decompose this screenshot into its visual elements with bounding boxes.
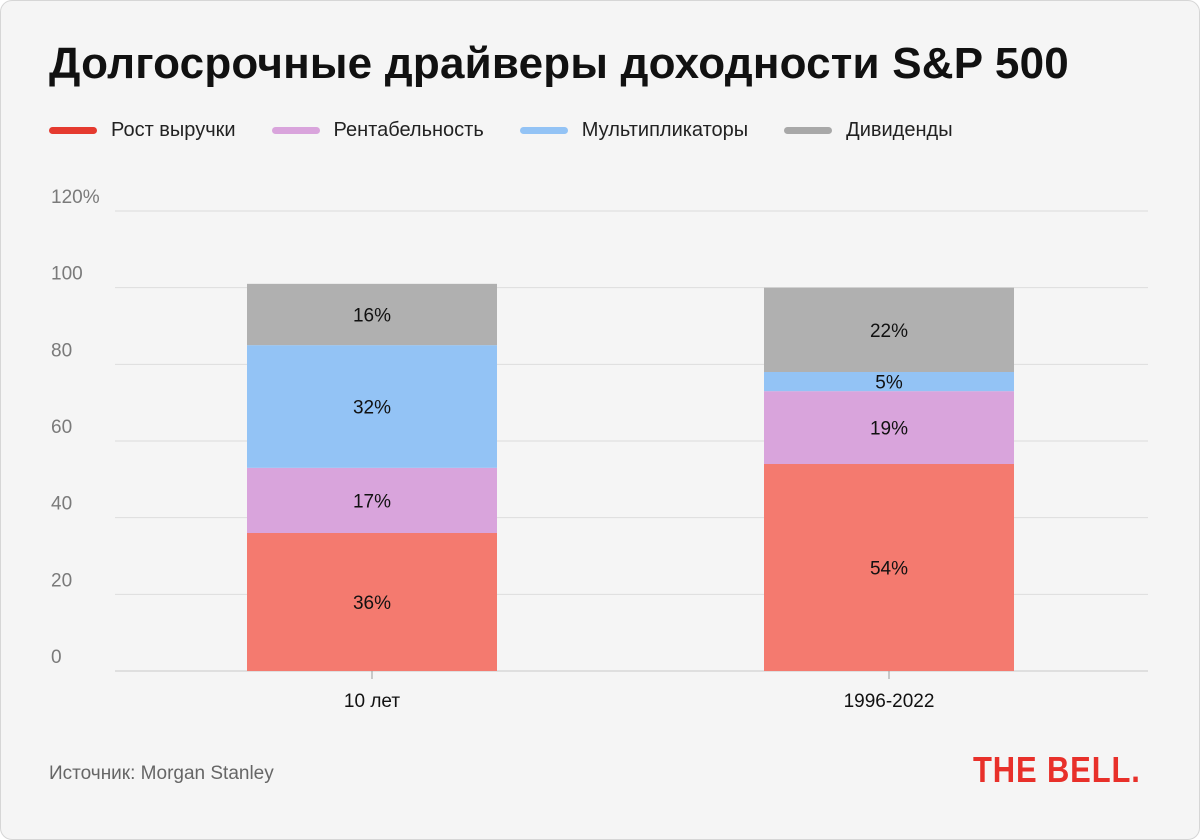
legend-item-dividends: Дивиденды [784,118,953,142]
legend-label-multiples: Мультипликаторы [581,118,749,141]
legend-swatch-multiples [519,126,568,134]
y-tick-label: 20 [51,570,72,591]
y-tick-label: 120% [51,187,100,208]
data-label: 36% [353,593,391,614]
data-label: 54% [870,559,908,580]
y-tick-label: 40 [51,494,72,515]
y-tick-label: 80 [51,340,72,361]
source-note: Источник: Morgan Stanley [49,763,274,784]
bar-segment [247,533,497,671]
legend-swatch-margin [271,126,320,134]
y-tick-label: 100 [51,264,83,285]
data-label: 5% [875,373,903,394]
bar-segment [764,391,1014,464]
y-tick-label: 0 [51,647,62,668]
legend-item-revenue: Рост выручки [49,119,236,142]
x-tick-label: 10 лет [344,691,400,712]
bar-segment [247,345,497,468]
bar-segment [247,467,497,533]
legend-label-dividends: Дивиденды [846,118,953,141]
legend-swatch-dividends [784,126,833,134]
the-bell-logo: THE BELL. [973,749,1141,790]
data-label: 16% [353,306,391,327]
y-tick-label: 60 [51,417,72,438]
legend-swatch-revenue [49,126,97,134]
legend-item-margin: Рентабельность [271,118,484,142]
data-label: 32% [353,398,391,419]
legend: Рост выручки Рентабельность Мультипликат… [49,117,989,143]
bar-segment [247,283,497,346]
x-tick-label: 1996-2022 [844,691,935,712]
chart-title: Долгосрочные драйверы доходности S&P 500 [49,39,1069,88]
bar-segment [764,372,1014,392]
data-label: 17% [353,491,391,512]
bar-segment [764,287,1014,372]
bar-segment [764,464,1014,671]
legend-item-multiples: Мультипликаторы [519,118,749,142]
data-label: 22% [870,321,908,342]
legend-label-revenue: Рост выручки [111,118,236,141]
legend-label-margin: Рентабельность [333,118,484,141]
data-label: 19% [870,419,908,440]
